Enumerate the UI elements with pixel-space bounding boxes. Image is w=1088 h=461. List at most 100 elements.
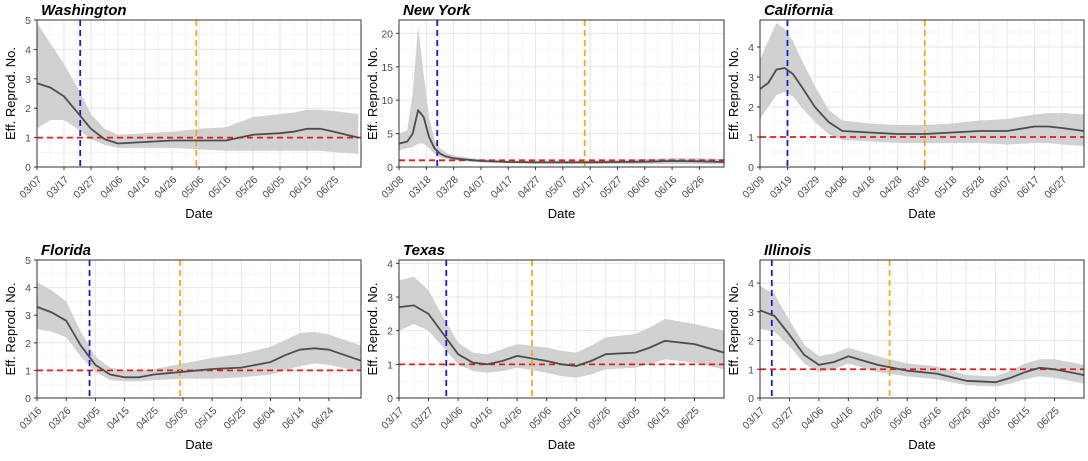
x-tick-label: 03/29 <box>795 174 822 201</box>
x-tick-label: 03/19 <box>768 174 795 201</box>
chart-panel-2: 0 1 2 3 4 03/09 03/19 03/29 04/08 04/18 04/28 05/08… <box>726 2 1085 221</box>
x-tick-label: 05/18 <box>932 174 959 201</box>
x-tick-label: 06/25 <box>314 174 341 201</box>
x-tick-label: 06/15 <box>1005 405 1032 432</box>
y-tick-label: 2 <box>25 338 31 350</box>
panel-border <box>759 19 1085 168</box>
x-tick-label: 04/06 <box>438 405 465 432</box>
x-tick-label: 05/07 <box>543 174 570 201</box>
x-axis-label: Date <box>548 206 575 221</box>
x-tick-label: 04/17 <box>488 174 515 201</box>
estimate-line <box>399 304 724 367</box>
y-axis-label: Eff. Reprod. No. <box>726 47 741 140</box>
x-tick-label: 06/26 <box>680 174 707 201</box>
x-tick-label: 05/16 <box>557 405 584 432</box>
y-tick-label: 0 <box>387 162 393 174</box>
y-tick-label: 0 <box>748 162 754 174</box>
y-axis-label: Eff. Reprod. No. <box>3 283 18 376</box>
x-tick-label: 06/14 <box>280 405 307 432</box>
chart-panel-0: 0 1 2 3 4 5 03/07 03/17 03/27 04/06 04/16 04/26 05/0… <box>3 2 362 221</box>
y-tick-label: 4 <box>748 42 754 54</box>
x-tick-label: 04/15 <box>105 405 132 432</box>
x-axis-label: Date <box>908 437 935 452</box>
y-tick-label: 3 <box>25 74 31 86</box>
y-tick-label: 5 <box>387 129 393 141</box>
y-tick-label: 0 <box>25 393 31 405</box>
estimate-line <box>37 82 359 145</box>
y-axis-label: Eff. Reprod. No. <box>365 283 380 376</box>
x-tick-label: 06/15 <box>645 405 672 432</box>
x-tick-label: 05/05 <box>163 405 190 432</box>
chart-panel-5: 0 1 2 3 4 03/17 03/27 04/06 04/16 04/26 05/06 05/16… <box>726 242 1085 452</box>
x-tick-label: 03/27 <box>409 405 436 432</box>
y-tick-label: 2 <box>25 103 31 115</box>
x-tick-label: 06/05 <box>260 174 287 201</box>
confidence-band <box>37 282 361 382</box>
x-tick-label: 04/16 <box>125 174 152 201</box>
x-tick-label: 03/27 <box>770 405 797 432</box>
panel-title: New York <box>403 2 471 19</box>
x-tick-label: 04/26 <box>858 405 885 432</box>
x-tick-label: 04/26 <box>497 405 524 432</box>
panel-title: Florida <box>41 242 91 259</box>
y-tick-label: 2 <box>748 336 754 348</box>
y-axis-label: Eff. Reprod. No. <box>365 47 380 140</box>
x-axis-label: Date <box>548 437 575 452</box>
y-tick-label: 0 <box>387 393 393 405</box>
y-tick-label: 2 <box>387 326 393 338</box>
x-tick-label: 06/17 <box>1015 174 1042 201</box>
panel-title: Washington <box>41 2 127 19</box>
y-axis-label: Eff. Reprod. No. <box>726 283 741 376</box>
x-tick-label: 03/17 <box>44 174 71 201</box>
plot-area <box>37 20 361 167</box>
y-tick-label: 1 <box>748 364 754 376</box>
plot-area <box>760 20 1084 167</box>
x-tick-label: 03/28 <box>434 174 461 201</box>
x-tick-label: 05/16 <box>206 174 233 201</box>
x-tick-label: 05/17 <box>570 174 597 201</box>
x-tick-label: 05/06 <box>888 405 915 432</box>
x-tick-label: 04/05 <box>76 405 103 432</box>
x-tick-label: 06/15 <box>287 174 314 201</box>
x-tick-label: 06/05 <box>616 405 643 432</box>
confidence-band <box>760 23 1084 146</box>
x-tick-label: 05/28 <box>960 174 987 201</box>
y-tick-label: 1 <box>748 132 754 144</box>
x-tick-label: 03/17 <box>379 405 406 432</box>
x-tick-label: 03/26 <box>46 405 73 432</box>
plot-area <box>399 20 724 167</box>
x-tick-label: 03/27 <box>71 174 98 201</box>
x-tick-label: 06/16 <box>652 174 679 201</box>
x-axis-label: Date <box>185 437 212 452</box>
panel-title: Illinois <box>764 242 812 259</box>
x-tick-label: 04/06 <box>799 405 826 432</box>
confidence-band <box>760 285 1084 387</box>
x-tick-label: 03/07 <box>17 174 44 201</box>
chart-panel-4: 0 1 2 3 4 03/17 03/27 04/06 04/16 04/26 05/06 05/16… <box>365 242 725 452</box>
x-axis-label: Date <box>185 206 212 221</box>
x-tick-label: 03/18 <box>407 174 434 201</box>
x-tick-label: 06/24 <box>309 405 336 432</box>
y-tick-label: 3 <box>748 307 754 319</box>
x-tick-label: 04/16 <box>468 405 495 432</box>
panel-title: Texas <box>403 242 445 259</box>
y-tick-label: 1 <box>387 359 393 371</box>
x-tick-label: 05/15 <box>192 405 219 432</box>
x-tick-label: 04/06 <box>98 174 125 201</box>
chart-panel-3: 0 1 2 3 4 5 03/16 03/26 04/05 04/15 04/25 05/05 05/1… <box>3 242 362 452</box>
confidence-band <box>37 22 359 154</box>
x-tick-label: 04/27 <box>516 174 543 201</box>
x-tick-label: 06/27 <box>1042 174 1069 201</box>
y-axis-label: Eff. Reprod. No. <box>3 47 18 140</box>
x-tick-label: 05/06 <box>527 405 554 432</box>
x-tick-label: 05/25 <box>222 405 249 432</box>
x-tick-label: 04/08 <box>823 174 850 201</box>
x-tick-label: 05/26 <box>946 405 973 432</box>
plot-area <box>399 260 724 398</box>
x-tick-label: 03/17 <box>740 405 767 432</box>
y-tick-label: 4 <box>387 258 393 270</box>
estimate-line <box>760 67 1084 135</box>
x-tick-label: 06/07 <box>987 174 1014 201</box>
x-tick-label: 03/08 <box>379 174 406 201</box>
